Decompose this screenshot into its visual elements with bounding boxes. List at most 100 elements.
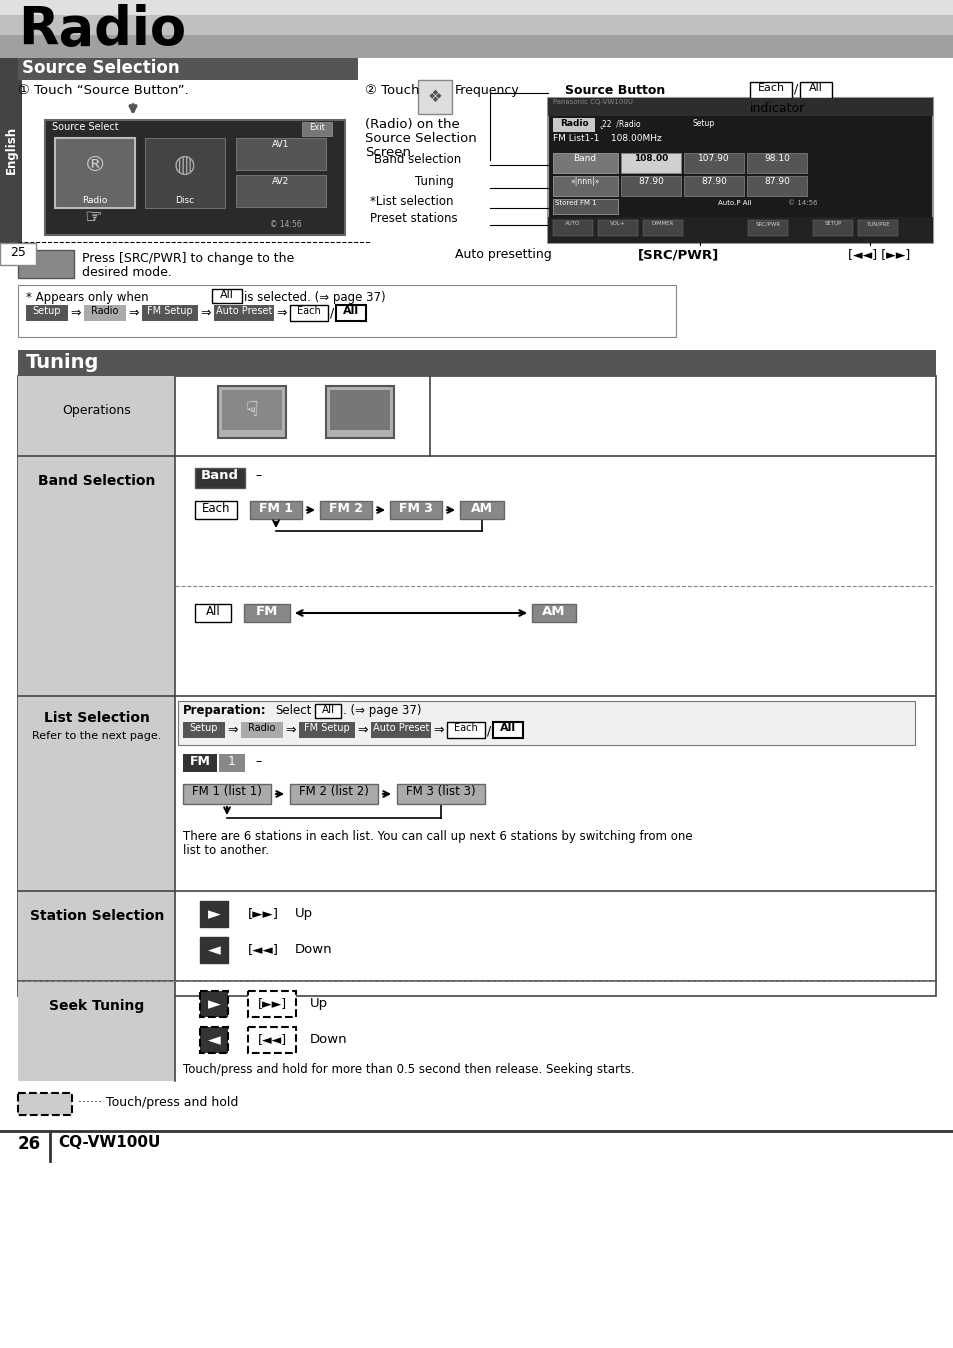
Bar — [26, 305, 68, 321]
Text: Up: Up — [310, 998, 328, 1010]
Text: Preset stations: Preset stations — [370, 212, 457, 225]
Text: ◄: ◄ — [208, 1031, 220, 1049]
Text: ⇒: ⇒ — [128, 307, 138, 319]
Bar — [55, 137, 135, 208]
Text: FM List1-1    108.00MHz: FM List1-1 108.00MHz — [553, 133, 661, 143]
Text: AV1: AV1 — [272, 140, 290, 150]
Text: ☟: ☟ — [245, 400, 258, 421]
Bar — [493, 723, 522, 737]
Text: AM: AM — [541, 605, 565, 617]
Bar — [200, 1027, 228, 1053]
Bar — [598, 220, 638, 236]
Text: AUTO: AUTO — [565, 221, 580, 226]
Text: * Appears only when: * Appears only when — [26, 291, 149, 305]
Text: Setup: Setup — [190, 723, 218, 733]
Bar — [200, 900, 228, 927]
Text: SETUP: SETUP — [823, 221, 841, 226]
Bar — [200, 937, 228, 962]
Text: is selected. (⇒ page 37): is selected. (⇒ page 37) — [244, 291, 385, 305]
Bar — [0, 58, 22, 243]
Bar — [547, 98, 932, 243]
Bar — [330, 390, 390, 430]
Text: VOL+: VOL+ — [610, 221, 625, 226]
Bar — [683, 154, 743, 173]
Text: English: English — [5, 125, 17, 174]
Text: SRC/PWR: SRC/PWR — [755, 221, 780, 226]
Text: Panasonic CQ-VW100U: Panasonic CQ-VW100U — [553, 98, 633, 105]
Text: 25: 25 — [10, 245, 26, 259]
Bar — [447, 723, 484, 737]
Text: Select: Select — [274, 704, 311, 717]
Text: [◄◄]: [◄◄] — [257, 1034, 286, 1046]
Text: Setup: Setup — [692, 119, 715, 128]
Text: ►: ► — [208, 905, 220, 923]
Text: © 14:56: © 14:56 — [270, 220, 301, 229]
Text: Source Select: Source Select — [52, 123, 118, 132]
Bar — [194, 604, 231, 621]
Bar — [0, 0, 953, 58]
Bar — [212, 288, 242, 303]
Bar — [183, 723, 225, 737]
Text: Operations: Operations — [63, 404, 132, 417]
Bar — [178, 701, 914, 745]
Text: ⇒: ⇒ — [356, 724, 367, 737]
Text: All: All — [321, 705, 335, 714]
Text: FM Setup: FM Setup — [147, 306, 193, 315]
Text: FM Setup: FM Setup — [304, 723, 350, 733]
Bar — [314, 704, 340, 718]
Text: . (⇒ page 37): . (⇒ page 37) — [343, 704, 421, 717]
Text: –: – — [254, 755, 261, 768]
Text: [SRC/PWR]: [SRC/PWR] — [638, 248, 719, 262]
Text: Press [SRC/PWR] to change to the: Press [SRC/PWR] to change to the — [82, 252, 294, 266]
Text: ◍: ◍ — [173, 154, 195, 177]
Text: /: / — [330, 307, 334, 319]
Bar — [319, 501, 372, 519]
Text: Radio: Radio — [91, 306, 118, 315]
Text: FM 2: FM 2 — [329, 501, 363, 515]
Text: 87.90: 87.90 — [638, 177, 663, 186]
Text: 108.00: 108.00 — [633, 154, 667, 163]
Text: ❖: ❖ — [427, 88, 442, 106]
Bar — [746, 177, 806, 195]
Text: /: / — [793, 84, 798, 96]
Bar — [18, 350, 935, 376]
Bar — [0, 15, 953, 35]
Bar — [620, 177, 680, 195]
Text: Down: Down — [310, 1033, 347, 1046]
Text: Setup: Setup — [32, 306, 61, 315]
Text: Each: Each — [454, 723, 477, 733]
Text: Source Selection: Source Selection — [22, 59, 179, 77]
Text: 1: 1 — [228, 755, 235, 768]
Bar — [371, 723, 431, 737]
Text: FM 3 (list 3): FM 3 (list 3) — [406, 785, 476, 798]
Text: DIMMER: DIMMER — [651, 221, 674, 226]
Text: FM 1 (list 1): FM 1 (list 1) — [192, 785, 262, 798]
Text: [►►]: [►►] — [248, 907, 278, 919]
Text: desired mode.: desired mode. — [82, 266, 172, 279]
Bar — [547, 217, 932, 243]
Text: ⇒: ⇒ — [433, 724, 443, 737]
Text: Band selection: Band selection — [374, 154, 460, 166]
Bar — [241, 723, 283, 737]
Text: Auto Preset: Auto Preset — [215, 306, 272, 315]
Text: Radio: Radio — [82, 195, 108, 205]
Bar — [335, 305, 366, 321]
Text: Up: Up — [294, 907, 313, 919]
Text: Refer to the next page.: Refer to the next page. — [32, 731, 161, 741]
Text: Station Selection: Station Selection — [30, 909, 164, 923]
Bar — [0, 35, 953, 58]
Text: *List selection: *List selection — [370, 195, 453, 208]
Bar — [326, 386, 394, 438]
Bar — [219, 754, 245, 772]
Bar — [235, 175, 326, 208]
Bar — [747, 220, 787, 236]
Bar — [298, 723, 355, 737]
Bar — [213, 305, 274, 321]
Text: ̢22  /Radio: ̢22 /Radio — [601, 119, 640, 128]
Bar — [248, 1027, 295, 1053]
Text: ① Touch “Source Button”.: ① Touch “Source Button”. — [18, 84, 189, 97]
Text: There are 6 stations in each list. You can call up next 6 stations by switching : There are 6 stations in each list. You c… — [183, 830, 692, 842]
Text: [◄◄]: [◄◄] — [248, 944, 278, 956]
Text: –: – — [254, 469, 261, 483]
Bar — [145, 137, 225, 208]
